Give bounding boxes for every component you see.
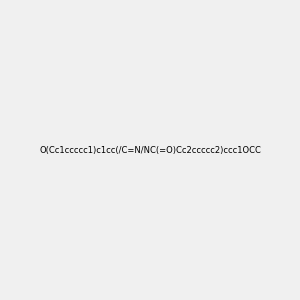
Text: O(Cc1ccccc1)c1cc(/C=N/NC(=O)Cc2ccccc2)ccc1OCC: O(Cc1ccccc1)c1cc(/C=N/NC(=O)Cc2ccccc2)cc…	[39, 146, 261, 154]
